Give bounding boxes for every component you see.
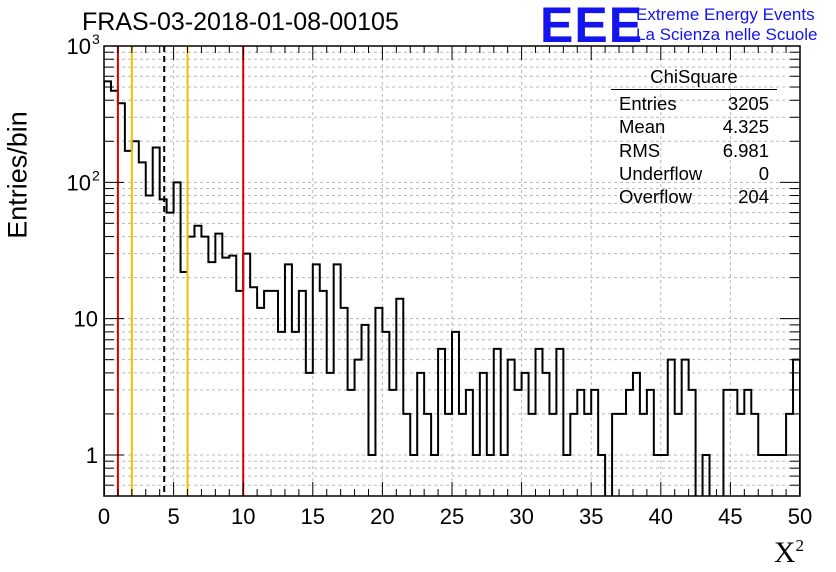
y-axis-label: Entries/bin — [2, 111, 33, 239]
stats-box: ChiSquare Entries 3205 Mean 4.325 RMS 6.… — [611, 66, 777, 208]
logo-mark: EEE — [540, 0, 644, 53]
x-tick-label: 35 — [579, 504, 603, 529]
x-tick-label: 0 — [98, 504, 110, 529]
x-tick-label: 30 — [509, 504, 533, 529]
y-tick-label: 10 — [67, 170, 91, 195]
stats-value: 6.981 — [722, 139, 769, 161]
x-tick-label: 5 — [167, 504, 179, 529]
x-tick-label: 40 — [649, 504, 673, 529]
stats-title: ChiSquare — [611, 66, 777, 90]
stats-row-mean: Mean 4.325 — [611, 115, 777, 138]
stats-row-rms: RMS 6.981 — [611, 139, 777, 162]
y-tick-label: 1 — [86, 443, 98, 468]
stats-label: Underflow — [619, 162, 703, 184]
y-tick-label-exponent: 2 — [92, 167, 100, 183]
x-axis-label-sup: 2 — [795, 536, 805, 555]
x-tick-label: 25 — [440, 504, 464, 529]
stats-row-entries: Entries 3205 — [611, 92, 777, 115]
stats-value: 3205 — [727, 93, 769, 114]
stats-value: 204 — [738, 186, 769, 208]
stats-label: RMS — [619, 139, 661, 161]
stats-label: Entries — [619, 93, 677, 114]
stats-label: Overflow — [619, 186, 692, 208]
x-axis-label: X2 — [774, 536, 804, 570]
x-tick-label: 50 — [788, 504, 812, 529]
histogram-line — [104, 80, 800, 496]
logo-line-1: Extreme Energy Events — [636, 5, 815, 24]
logo-line-2: La Scienza nelle Scuole — [636, 25, 818, 44]
stats-value: 0 — [758, 162, 769, 184]
x-tick-label: 10 — [231, 504, 255, 529]
stats-value: 4.325 — [722, 116, 769, 138]
y-axis-label-box: Entries/bin — [0, 110, 36, 240]
x-tick-label: 15 — [301, 504, 325, 529]
stats-row-overflow: Overflow 204 — [611, 185, 777, 208]
chart-title: FRAS-03-2018-01-08-00105 — [82, 8, 399, 36]
x-tick-label: 45 — [718, 504, 742, 529]
y-tick-label-exponent: 3 — [92, 31, 100, 47]
stats-row-underflow: Underflow 0 — [611, 162, 777, 185]
stats-label: Mean — [619, 116, 666, 138]
x-tick-label: 20 — [370, 504, 394, 529]
x-axis-label-base: X — [773, 536, 796, 569]
y-tick-label: 10 — [67, 34, 91, 59]
y-tick-label: 10 — [74, 307, 98, 332]
